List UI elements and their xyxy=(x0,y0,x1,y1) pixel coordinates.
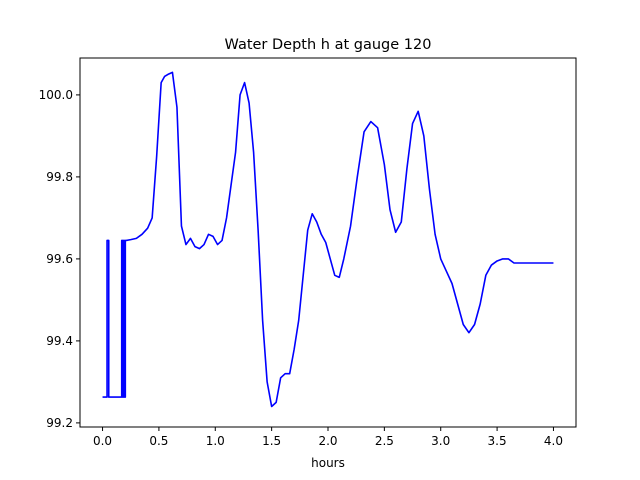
x-axis: 0.0 0.5 1.0 1.5 2.0 2.5 3.0 3.5 4.0 xyxy=(93,427,563,448)
y-tick-label: 99.4 xyxy=(46,334,73,348)
y-tick-label: 99.8 xyxy=(46,170,73,184)
x-tick-label: 0.0 xyxy=(93,434,112,448)
x-tick-label: 3.5 xyxy=(488,434,507,448)
x-tick-label: 2.5 xyxy=(375,434,394,448)
y-tick-label: 100.0 xyxy=(39,88,73,102)
x-tick-label: 3.0 xyxy=(431,434,450,448)
series-line xyxy=(102,71,554,408)
y-tick-label: 99.6 xyxy=(46,252,73,266)
chart-title: Water Depth h at gauge 120 xyxy=(225,37,432,53)
x-tick-label: 4.0 xyxy=(544,434,563,448)
y-tick-label: 99.2 xyxy=(46,416,73,430)
x-tick-label: 2.0 xyxy=(318,434,337,448)
x-tick-label: 0.5 xyxy=(149,434,168,448)
x-tick-label: 1.5 xyxy=(262,434,281,448)
x-tick-label: 1.0 xyxy=(206,434,225,448)
x-axis-label: hours xyxy=(311,456,345,470)
y-axis: 99.2 99.4 99.6 99.8 100.0 xyxy=(39,88,80,430)
